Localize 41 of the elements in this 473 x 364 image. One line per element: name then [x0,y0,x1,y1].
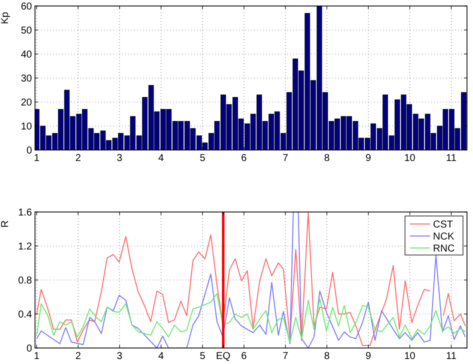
y-tick-label: 1.2 [18,242,32,252]
y-tick-label: 20 [20,98,32,108]
x-tick-label: 5 [200,351,206,362]
x-tick-label: 9 [366,153,372,164]
y-tick-label: 40 [20,50,32,60]
x-tick-label: 10 [404,351,416,362]
x-tick-label: 2 [75,351,82,362]
x-tick-label: 9 [366,351,372,362]
legend-label: RNC [433,244,455,254]
line-series [36,293,466,343]
y-tick-label: 1.6 [18,208,32,218]
y-tick-label: 30 [20,74,32,84]
x-tick-label: EQ [216,351,231,362]
x-tick-label: 5 [200,153,206,164]
x-tick-label: 4 [158,153,164,164]
y-tick-label: 0.8 [18,276,32,286]
y-tick-label: 0 [26,344,32,354]
legend-label: CST [433,220,453,230]
y-tick-label: 60 [20,2,32,12]
y-axis-title: Kp [0,11,11,24]
x-tick-label: 1 [34,153,40,164]
x-tick-label: 8 [324,351,330,362]
x-tick-label: 11 [446,153,457,164]
x-tick-label: 8 [324,153,330,164]
x-tick-label: 4 [158,351,164,362]
x-tick-label: 3 [116,351,123,362]
y-tick-label: 0.4 [18,310,32,320]
x-tick-label: 6 [241,153,248,164]
x-tick-label: 11 [446,351,457,362]
y-tick-label: 50 [20,26,32,36]
x-tick-label: 2 [75,153,82,164]
y-tick-label: 0 [26,146,32,156]
x-tick-label: 6 [241,351,248,362]
y-tick-label: 10 [20,122,32,132]
x-tick-label: 7 [282,153,289,164]
x-tick-label: 7 [282,351,289,362]
y-axis-title: R [0,220,11,228]
x-tick-label: 10 [404,153,416,164]
x-tick-label: 1 [34,351,40,362]
legend-label: NCK [433,232,454,242]
x-tick-label: 3 [116,153,123,164]
